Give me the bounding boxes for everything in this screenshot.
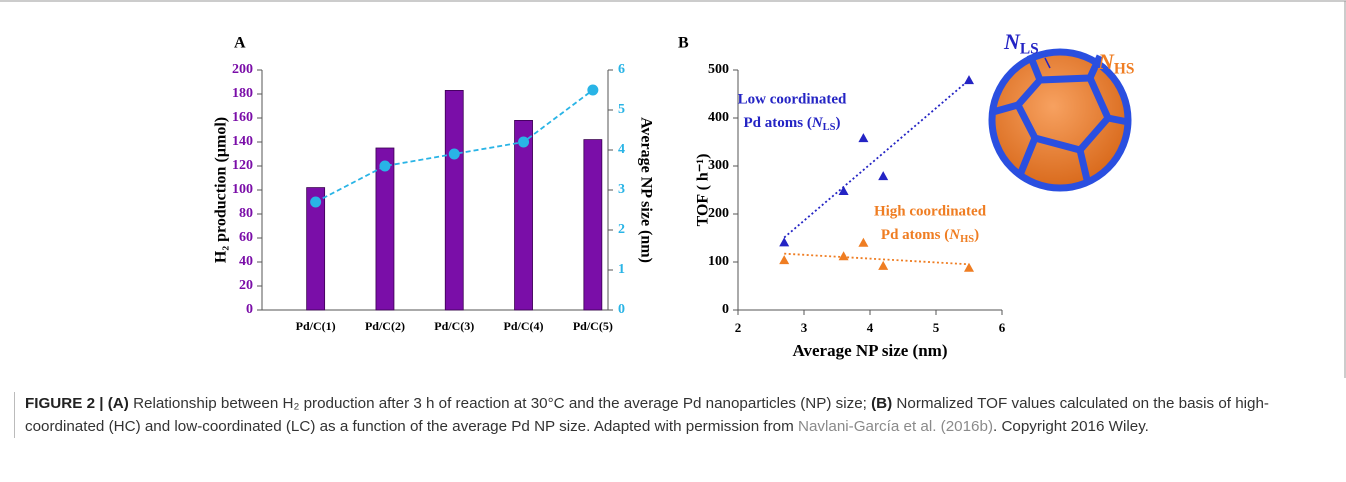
point <box>779 237 790 247</box>
subscript: HS <box>960 234 974 245</box>
x-axis-label: Average NP size (nm) <box>793 341 948 360</box>
y-tick-label: 160 <box>232 110 253 125</box>
subscript: LS <box>1020 40 1039 57</box>
point <box>858 237 869 247</box>
y-tick-label: 100 <box>232 182 253 197</box>
x-tick-label: Pd/C(4) <box>504 319 544 333</box>
line-marker <box>448 148 460 160</box>
x-tick-label: Pd/C(5) <box>573 319 613 333</box>
y-tick-label: 180 <box>232 86 253 101</box>
x-tick-label: 4 <box>867 320 874 335</box>
annotation-text: ) <box>974 227 979 243</box>
caption-text: Relationship between H₂ production after… <box>128 395 872 412</box>
trend-line <box>784 252 970 266</box>
symbol: N <box>1097 49 1115 74</box>
y2-axis-label: Average NP size (nm) <box>637 117 654 263</box>
x-tick-label: 2 <box>735 320 742 335</box>
annotation: Pd atoms (NHS) <box>881 227 979 245</box>
x-tick-label: 6 <box>999 320 1006 335</box>
y-axis-label: TOF ( h⁻¹) <box>695 154 712 227</box>
pointer <box>1044 57 1051 69</box>
bar <box>583 139 603 311</box>
point <box>838 251 849 261</box>
point <box>964 262 974 272</box>
x-tick-label: 5 <box>933 320 940 335</box>
bar <box>444 90 464 311</box>
x-tick-label: Pd/C(2) <box>365 319 405 333</box>
y-tick-label: 120 <box>232 158 253 173</box>
line-marker <box>518 136 530 148</box>
annotation-text: ) <box>836 115 841 131</box>
caption-a: (A) <box>107 395 129 412</box>
caption: FIGURE 2 | (A) Relationship between H₂ p… <box>14 392 1343 438</box>
y-tick-label: 300 <box>708 158 729 173</box>
y-tick-label: 0 <box>722 302 729 317</box>
point <box>779 255 790 265</box>
symbol: N <box>1003 29 1021 54</box>
y-tick-label: 20 <box>239 278 253 293</box>
x-tick-label: 3 <box>801 320 808 335</box>
y2-tick-label: 6 <box>618 62 625 77</box>
y-tick-label: 0 <box>246 302 253 317</box>
y2-tick-label: 5 <box>618 102 625 117</box>
annotation: Pd atoms (NLS) <box>743 115 840 133</box>
y2-tick-label: 2 <box>618 222 625 237</box>
caption-text: Normalized TOF values calculated on the … <box>25 395 1269 435</box>
symbol: N <box>811 115 824 131</box>
y-tick-label: 80 <box>239 206 253 221</box>
y-tick-label: 200 <box>708 206 729 221</box>
annotation: High coordinated <box>874 203 987 219</box>
bar <box>375 147 395 311</box>
annotation-text: Pd atoms ( <box>743 115 811 131</box>
y-tick-label: 60 <box>239 230 253 245</box>
caption-label: FIGURE 2 | <box>25 395 104 412</box>
y-tick-label: 500 <box>708 62 729 77</box>
panel-label: A <box>234 35 246 52</box>
annotation-text: Pd atoms ( <box>881 227 949 243</box>
y-tick-label: 40 <box>239 254 253 269</box>
x-tick-label: Pd/C(3) <box>434 319 474 333</box>
line-marker <box>310 196 322 208</box>
point <box>878 171 889 181</box>
particle-label: NHS <box>1097 49 1134 77</box>
nanoparticle <box>988 48 1132 192</box>
point <box>878 260 889 270</box>
subscript: LS <box>823 122 836 133</box>
line-marker <box>587 84 599 96</box>
bar <box>514 120 533 311</box>
x-tick-label: Pd/C(1) <box>296 319 336 333</box>
caption-b: (B) <box>871 395 893 412</box>
caption-text: . Copyright 2016 Wiley. <box>993 418 1149 435</box>
y-axis-label: H₂ production (µmol) <box>213 117 230 263</box>
y-tick-label: 200 <box>232 62 253 77</box>
y2-tick-label: 0 <box>618 302 625 317</box>
subscript: HS <box>1114 60 1135 77</box>
annotation: Low coordinated <box>738 91 847 107</box>
bar <box>306 187 326 311</box>
y2-tick-label: 3 <box>618 182 625 197</box>
y-tick-label: 100 <box>708 254 729 269</box>
panel-label: B <box>678 35 689 52</box>
symbol: N <box>948 227 961 243</box>
point <box>838 185 849 195</box>
y2-tick-label: 1 <box>618 262 625 277</box>
point <box>964 75 974 85</box>
line-marker <box>379 160 391 172</box>
particle-label: NLS <box>1003 29 1039 57</box>
citation-link[interactable]: Navlani-García et al. (2016b) <box>798 418 993 435</box>
y-tick-label: 140 <box>232 134 253 149</box>
y-tick-label: 400 <box>708 110 729 125</box>
y2-tick-label: 4 <box>618 142 625 157</box>
point <box>858 133 869 143</box>
